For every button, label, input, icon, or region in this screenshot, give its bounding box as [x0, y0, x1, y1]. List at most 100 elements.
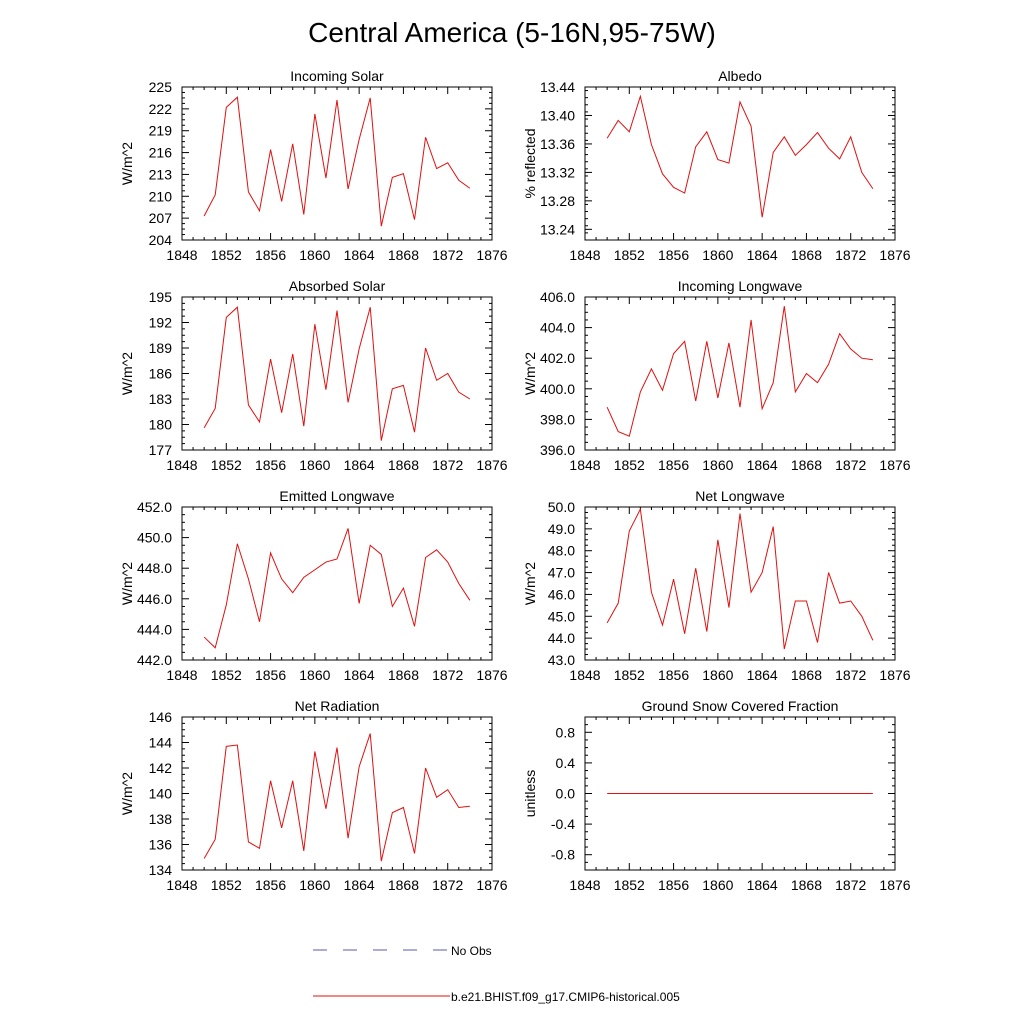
x-tick-label: 1848 — [166, 247, 197, 263]
y-tick-label: 210 — [149, 188, 173, 204]
y-tick-label: 13.28 — [540, 193, 575, 209]
y-axis-label: unitless — [522, 770, 538, 817]
y-tick-label: 444.0 — [137, 621, 172, 637]
x-tick-label: 1852 — [614, 667, 645, 683]
panel-title: Absorbed Solar — [289, 278, 386, 294]
series-line — [606, 306, 873, 437]
x-tick-label: 1852 — [614, 877, 645, 893]
x-tick-label: 1852 — [211, 247, 242, 263]
x-tick-label: 1856 — [255, 667, 286, 683]
panel-title: Incoming Longwave — [678, 278, 803, 294]
x-tick-label: 1856 — [658, 877, 689, 893]
panel-albedo: Albedo % reflected 1848 1852 1856 1860 1864 186… — [522, 68, 911, 263]
y-tick-label: 13.40 — [540, 107, 575, 123]
panel-incoming-solar: Incoming Solar W/m^2 1848 1852 1856 1860 1864 1… — [119, 68, 508, 263]
y-tick-label: 398.0 — [540, 411, 575, 427]
panel-incoming-longwave: Incoming Longwave W/m^2 1848 1852 1856 1860 18… — [522, 278, 911, 473]
x-tick-label: 1852 — [211, 457, 242, 473]
x-tick-label: 1872 — [835, 457, 866, 473]
x-tick-label: 1872 — [432, 247, 463, 263]
x-tick-label: 1864 — [344, 667, 375, 683]
x-tick-label: 1864 — [344, 457, 375, 473]
y-tick-label: 186 — [149, 366, 173, 382]
x-tick-label: 1848 — [569, 877, 600, 893]
x-tick-label: 1872 — [835, 877, 866, 893]
y-tick-label: 47.0 — [548, 565, 575, 581]
series-line — [203, 733, 470, 862]
panel-title: Albedo — [718, 68, 762, 84]
x-tick-label: 1872 — [835, 667, 866, 683]
y-tick-label: 219 — [149, 123, 173, 139]
x-tick-label: 1864 — [747, 667, 778, 683]
x-tick-label: 1856 — [658, 247, 689, 263]
x-tick-label: 1856 — [255, 877, 286, 893]
x-tick-label: 1860 — [299, 877, 330, 893]
y-tick-label: 45.0 — [548, 608, 575, 624]
x-tick-label: 1876 — [476, 667, 507, 683]
x-tick-label: 1868 — [791, 457, 822, 473]
plot-frame — [584, 86, 896, 241]
plot-frame — [181, 716, 493, 871]
y-tick-label: 134 — [149, 862, 173, 878]
x-tick-label: 1876 — [476, 247, 507, 263]
x-tick-label: 1860 — [299, 247, 330, 263]
x-tick-label: 1860 — [299, 457, 330, 473]
legend-model-label: b.e21.BHIST.f09_g17.CMIP6-historical.005 — [451, 990, 680, 1004]
plot-frame — [181, 296, 493, 451]
x-tick-label: 1872 — [432, 667, 463, 683]
series-line — [203, 528, 471, 649]
x-tick-label: 1848 — [166, 877, 197, 893]
y-tick-label: 402.0 — [540, 350, 575, 366]
y-tick-label: 13.44 — [540, 79, 575, 95]
legend: No Obs b.e21.BHIST.f09_g17.CMIP6-histori… — [313, 944, 680, 1004]
series-line — [203, 96, 471, 227]
panel-title: Emitted Longwave — [279, 488, 394, 504]
x-tick-label: 1872 — [835, 247, 866, 263]
panel-title: Ground Snow Covered Fraction — [642, 698, 839, 714]
x-tick-label: 1848 — [166, 667, 197, 683]
y-axis-label: W/m^2 — [119, 352, 135, 395]
y-tick-label: 0.0 — [556, 786, 576, 802]
x-tick-label: 1852 — [211, 667, 242, 683]
figure-title: Central America (5-16N,95-75W) — [308, 17, 716, 48]
x-tick-label: 1852 — [614, 247, 645, 263]
x-tick-label: 1868 — [388, 457, 419, 473]
y-tick-label: 446.0 — [137, 591, 172, 607]
y-tick-label: 207 — [149, 210, 173, 226]
panel-title: Incoming Solar — [290, 68, 384, 84]
y-tick-label: 225 — [149, 79, 173, 95]
y-tick-label: 43.0 — [548, 652, 575, 668]
panel-title: Net Radiation — [295, 698, 380, 714]
x-tick-label: 1864 — [747, 457, 778, 473]
y-tick-label: 146 — [149, 709, 173, 725]
y-tick-label: 138 — [149, 811, 173, 827]
y-axis-label: % reflected — [522, 128, 538, 198]
y-axis-label: W/m^2 — [522, 352, 538, 395]
y-tick-label: 442.0 — [137, 652, 172, 668]
x-tick-label: 1848 — [166, 457, 197, 473]
panels: Incoming Solar W/m^2 1848 1852 1856 1860 1864 1… — [119, 68, 911, 893]
y-axis-label: W/m^2 — [119, 772, 135, 815]
x-tick-label: 1868 — [388, 247, 419, 263]
x-tick-label: 1848 — [569, 247, 600, 263]
y-tick-label: 448.0 — [137, 560, 172, 576]
y-tick-label: 183 — [149, 391, 173, 407]
y-tick-label: 195 — [149, 289, 173, 305]
x-tick-label: 1852 — [211, 877, 242, 893]
y-tick-label: 48.0 — [548, 543, 575, 559]
y-tick-label: 192 — [149, 315, 173, 331]
panel-ground-snow-covered-fraction: Ground Snow Covered Fraction unitless 1848… — [522, 698, 911, 893]
y-tick-label: 0.4 — [556, 755, 576, 771]
y-tick-label: 46.0 — [548, 586, 575, 602]
x-tick-label: 1864 — [747, 247, 778, 263]
x-tick-label: 1876 — [879, 877, 910, 893]
y-tick-label: 213 — [149, 166, 173, 182]
y-tick-label: 136 — [149, 837, 173, 853]
series-line — [606, 507, 874, 650]
y-tick-label: 216 — [149, 145, 173, 161]
panel-absorbed-solar: Absorbed Solar W/m^2 1848 1852 1856 1860 1864 1… — [119, 278, 508, 473]
legend-no-obs-label: No Obs — [451, 944, 492, 958]
plot-frame — [181, 506, 493, 661]
x-tick-label: 1860 — [702, 457, 733, 473]
